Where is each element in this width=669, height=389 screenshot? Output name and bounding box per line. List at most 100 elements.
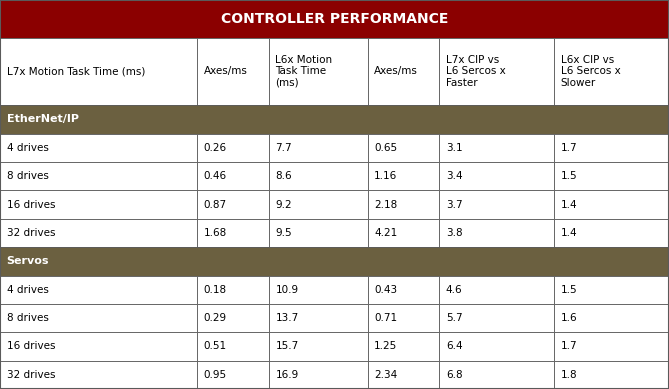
Bar (197, 219, 269, 247)
Bar (0, 304, 197, 332)
Bar (269, 332, 367, 361)
Text: 1.25: 1.25 (374, 342, 397, 351)
Bar (197, 361, 269, 389)
Bar (269, 304, 367, 332)
Text: 8 drives: 8 drives (7, 171, 49, 181)
Bar (0, 37, 197, 105)
Bar (0, 190, 197, 219)
Bar (269, 361, 367, 389)
Bar (0, 105, 669, 134)
Text: 7.7: 7.7 (276, 143, 292, 153)
Text: 15.7: 15.7 (276, 342, 298, 351)
Text: L6x Motion
Task Time
(ms): L6x Motion Task Time (ms) (276, 55, 332, 88)
Bar (0, 275, 197, 304)
Text: 32 drives: 32 drives (7, 228, 55, 238)
Bar (439, 361, 554, 389)
Text: 13.7: 13.7 (276, 313, 298, 323)
Bar (367, 304, 439, 332)
Text: 4.21: 4.21 (374, 228, 397, 238)
Text: 0.65: 0.65 (374, 143, 397, 153)
Bar (367, 361, 439, 389)
Text: Axes/ms: Axes/ms (374, 67, 418, 76)
Text: 3.8: 3.8 (446, 228, 462, 238)
Bar (269, 134, 367, 162)
Text: 1.5: 1.5 (561, 285, 577, 295)
Text: Axes/ms: Axes/ms (204, 67, 248, 76)
Bar (367, 275, 439, 304)
Bar (197, 190, 269, 219)
Text: 10.9: 10.9 (276, 285, 298, 295)
Text: 3.7: 3.7 (446, 200, 462, 210)
Text: 0.95: 0.95 (204, 370, 227, 380)
Text: 16 drives: 16 drives (7, 200, 55, 210)
Bar (367, 134, 439, 162)
Text: 1.6: 1.6 (561, 313, 577, 323)
Bar (554, 134, 669, 162)
Bar (269, 219, 367, 247)
Bar (197, 134, 269, 162)
Bar (439, 304, 554, 332)
Text: 2.34: 2.34 (374, 370, 397, 380)
Text: 1.4: 1.4 (561, 200, 577, 210)
Text: 1.16: 1.16 (374, 171, 397, 181)
Text: 8.6: 8.6 (276, 171, 292, 181)
Bar (197, 162, 269, 190)
Bar (0, 247, 669, 275)
Text: 0.46: 0.46 (204, 171, 227, 181)
Text: 0.18: 0.18 (204, 285, 227, 295)
Text: 0.71: 0.71 (374, 313, 397, 323)
Text: 3.1: 3.1 (446, 143, 462, 153)
Text: 1.7: 1.7 (561, 143, 577, 153)
Bar (0, 219, 197, 247)
Text: 2.18: 2.18 (374, 200, 397, 210)
Bar (367, 190, 439, 219)
Text: Servos: Servos (7, 256, 50, 266)
Bar (367, 219, 439, 247)
Bar (269, 190, 367, 219)
Bar (554, 332, 669, 361)
Bar (197, 37, 269, 105)
Bar (0, 361, 197, 389)
Text: 6.8: 6.8 (446, 370, 462, 380)
Bar (554, 361, 669, 389)
Bar (197, 332, 269, 361)
Text: 9.2: 9.2 (276, 200, 292, 210)
Bar (197, 275, 269, 304)
Bar (367, 162, 439, 190)
Bar (0, 332, 197, 361)
Text: 3.4: 3.4 (446, 171, 462, 181)
Bar (197, 304, 269, 332)
Text: 0.51: 0.51 (204, 342, 227, 351)
Text: EtherNet/IP: EtherNet/IP (7, 114, 79, 124)
Bar (554, 304, 669, 332)
Bar (439, 134, 554, 162)
Text: 0.87: 0.87 (204, 200, 227, 210)
Text: L6x CIP vs
L6 Sercos x
Slower: L6x CIP vs L6 Sercos x Slower (561, 55, 620, 88)
Bar (367, 37, 439, 105)
Text: 4 drives: 4 drives (7, 143, 49, 153)
Bar (554, 37, 669, 105)
Text: 4.6: 4.6 (446, 285, 462, 295)
Bar (269, 275, 367, 304)
Bar (367, 332, 439, 361)
Bar (439, 190, 554, 219)
Text: 0.43: 0.43 (374, 285, 397, 295)
Bar (439, 37, 554, 105)
Bar (439, 219, 554, 247)
Text: 1.7: 1.7 (561, 342, 577, 351)
Text: 0.26: 0.26 (204, 143, 227, 153)
Text: L7x Motion Task Time (ms): L7x Motion Task Time (ms) (7, 67, 145, 76)
Bar (554, 162, 669, 190)
Text: 9.5: 9.5 (276, 228, 292, 238)
Text: 5.7: 5.7 (446, 313, 462, 323)
Text: CONTROLLER PERFORMANCE: CONTROLLER PERFORMANCE (221, 12, 448, 26)
Text: 16 drives: 16 drives (7, 342, 55, 351)
Bar (439, 275, 554, 304)
Text: 6.4: 6.4 (446, 342, 462, 351)
Text: 1.5: 1.5 (561, 171, 577, 181)
Text: 16.9: 16.9 (276, 370, 298, 380)
Bar (439, 332, 554, 361)
Bar (269, 162, 367, 190)
Bar (554, 275, 669, 304)
Text: 8 drives: 8 drives (7, 313, 49, 323)
